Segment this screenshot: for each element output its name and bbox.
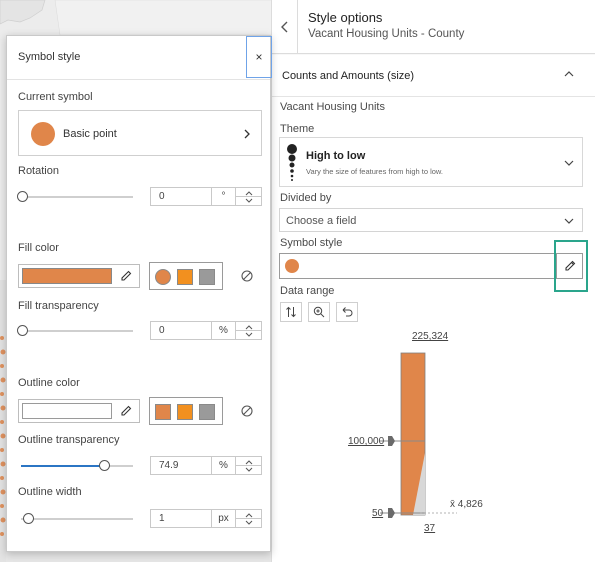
recent-fill-color-2[interactable] <box>177 269 193 285</box>
undo-icon <box>342 307 353 317</box>
style-options-header: Style options Vacant Housing Units - Cou… <box>272 0 595 54</box>
symbol-style-popover: Symbol style × Current symbol Basic poin… <box>6 35 272 552</box>
popover-title: Symbol style <box>18 51 81 63</box>
fill-color-picker[interactable] <box>18 264 140 288</box>
recent-fill-color-1[interactable] <box>155 269 171 285</box>
outline-color-label: Outline color <box>18 377 80 389</box>
no-color-icon[interactable] <box>240 404 254 418</box>
field-name: Vacant Housing Units <box>280 101 385 113</box>
pencil-icon <box>564 260 575 271</box>
edit-symbol-button[interactable] <box>556 253 583 279</box>
symbol-dot <box>31 122 55 146</box>
back-button[interactable] <box>272 0 298 54</box>
popover-header: Symbol style × <box>7 36 272 80</box>
divided-by-label: Divided by <box>280 192 332 204</box>
size-graduated-icon <box>287 144 297 181</box>
current-symbol-label: Current symbol <box>18 91 93 103</box>
theme-title: High to low <box>306 150 366 162</box>
fill-recent-colors <box>149 262 223 290</box>
histogram-mean-label: x̄ 4,826 <box>450 499 483 510</box>
fill-transparency-label: Fill transparency <box>18 300 99 312</box>
outline-transparency-unit: % <box>211 457 235 474</box>
outline-width-slider-thumb[interactable] <box>23 513 34 524</box>
rotation-label: Rotation <box>18 165 59 177</box>
recent-outline-color-1[interactable] <box>155 404 171 420</box>
zoom-in-icon <box>313 306 325 318</box>
close-button[interactable]: × <box>246 36 272 78</box>
outline-recent-colors <box>149 397 223 425</box>
outline-width-value: 1 <box>159 513 165 524</box>
fill-transparency-slider[interactable] <box>21 330 133 332</box>
outline-color-picker[interactable] <box>18 399 140 423</box>
outline-transparency-input[interactable]: 74.9 % <box>150 456 262 475</box>
outline-width-input[interactable]: 1 px <box>150 509 262 528</box>
swap-icon <box>286 306 296 318</box>
symbol-preview-dot <box>285 259 299 273</box>
fill-transparency-unit: % <box>211 322 235 339</box>
stepper-icon[interactable] <box>235 188 261 205</box>
symbol-style-label: Symbol style <box>280 237 343 249</box>
data-range-label: Data range <box>280 285 335 297</box>
chevron-right-icon <box>244 129 250 139</box>
outline-width-label: Outline width <box>18 486 82 498</box>
style-options-body: Counts and Amounts (size) Vacant Housing… <box>272 55 595 562</box>
outline-transparency-slider-thumb[interactable] <box>99 460 111 471</box>
pencil-icon <box>121 405 132 416</box>
fill-transparency-value: 0 <box>159 325 165 336</box>
recent-fill-color-3[interactable] <box>199 269 215 285</box>
no-color-icon[interactable] <box>240 269 254 283</box>
rotation-slider-thumb[interactable] <box>17 191 28 202</box>
outline-transparency-slider-fill <box>21 465 105 467</box>
chevron-down-icon <box>564 160 574 166</box>
stepper-icon[interactable] <box>235 510 261 527</box>
rotation-value: 0 <box>159 191 165 202</box>
upper-handle[interactable] <box>388 436 395 446</box>
rotation-unit: ° <box>211 188 235 205</box>
current-symbol-name: Basic point <box>63 128 117 140</box>
section-header[interactable]: Counts and Amounts (size) <box>272 55 595 97</box>
theme-label: Theme <box>280 123 315 135</box>
outline-width-slider[interactable] <box>21 518 133 520</box>
upper-handle-label[interactable]: 100,000 <box>348 436 385 447</box>
swap-button[interactable] <box>280 302 302 322</box>
theme-select[interactable]: High to low Vary the size of features fr… <box>279 137 583 187</box>
chevron-down-icon <box>564 218 574 224</box>
chevron-left-icon <box>280 21 287 33</box>
lower-handle[interactable] <box>388 508 395 518</box>
divided-by-value: Choose a field <box>286 215 357 227</box>
stepper-icon[interactable] <box>235 322 261 339</box>
symbol-style-preview[interactable] <box>279 253 555 279</box>
recent-outline-color-3[interactable] <box>199 404 215 420</box>
outline-width-unit: px <box>211 510 235 527</box>
panel-title: Style options <box>308 10 383 25</box>
style-options-panel: Style options Vacant Housing Units - Cou… <box>271 0 595 562</box>
close-icon: × <box>255 50 263 64</box>
chevron-up-icon <box>564 71 574 77</box>
fill-color-label: Fill color <box>18 242 59 254</box>
outline-transparency-label: Outline transparency <box>18 434 120 446</box>
lower-handle-label[interactable]: 50 <box>372 508 384 519</box>
panel-subtitle: Vacant Housing Units - County <box>308 28 465 40</box>
undo-button[interactable] <box>336 302 358 322</box>
histogram-max-label: 225,324 <box>412 331 449 342</box>
stepper-icon[interactable] <box>235 457 261 474</box>
section-title: Counts and Amounts (size) <box>282 70 415 82</box>
rotation-slider[interactable] <box>21 196 133 198</box>
edit-highlight-box <box>554 240 588 292</box>
divided-by-select[interactable]: Choose a field <box>279 208 583 232</box>
data-range-histogram <box>380 352 457 518</box>
histogram-min-label: 37 <box>424 523 436 534</box>
histogram-fill <box>413 453 425 515</box>
current-symbol-button[interactable]: Basic point <box>18 110 262 156</box>
pencil-icon <box>121 270 132 281</box>
zoom-in-button[interactable] <box>308 302 330 322</box>
fill-transparency-slider-thumb[interactable] <box>17 325 28 336</box>
theme-description: Vary the size of features from high to l… <box>306 167 444 176</box>
outline-transparency-value: 74.9 <box>159 460 179 471</box>
fill-transparency-input[interactable]: 0 % <box>150 321 262 340</box>
rotation-input[interactable]: 0 ° <box>150 187 262 206</box>
outline-color-swatch <box>22 403 112 419</box>
recent-outline-color-2[interactable] <box>177 404 193 420</box>
fill-color-swatch <box>22 268 112 284</box>
